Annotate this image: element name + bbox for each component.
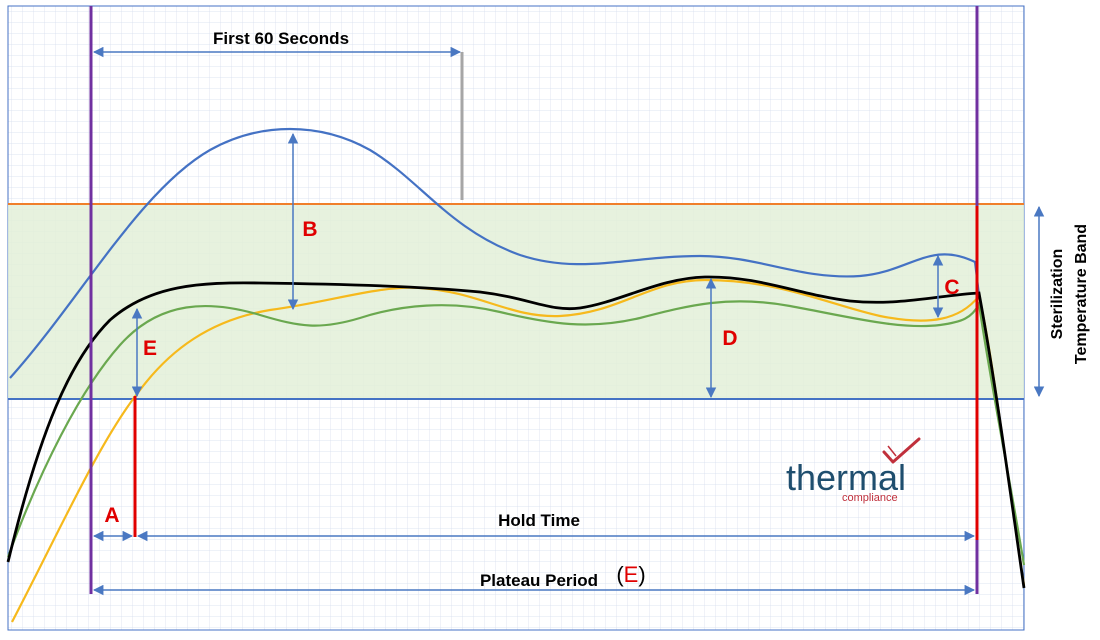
thermal-compliance-logo: thermal compliance	[786, 437, 921, 504]
first-60-label: First 60 Seconds	[213, 29, 349, 48]
a-label: A	[104, 504, 119, 527]
plateau-paren-letter: E	[624, 562, 639, 587]
b-label: B	[302, 218, 317, 241]
c-label: C	[944, 276, 959, 299]
logo-sub: compliance	[842, 492, 898, 504]
logo-word: thermal	[786, 457, 906, 498]
blue-curve	[9, 127, 981, 379]
plateau-paren-close: )	[638, 562, 645, 587]
plateau-paren-open: (	[616, 562, 624, 587]
d-label: D	[722, 327, 737, 350]
band-label-line2: Temperature Band	[1073, 224, 1090, 364]
green-curve	[6, 300, 1026, 566]
band-label-line1: Sterilization	[1049, 249, 1066, 340]
band-label: Sterilization Temperature Band	[1049, 224, 1090, 364]
plateau-label: Plateau Period	[480, 571, 598, 590]
e-label: E	[143, 337, 157, 360]
logo-check-hatch-icon	[887, 445, 897, 457]
logo-check-icon	[882, 437, 921, 464]
hold-time-label: Hold Time	[498, 511, 580, 530]
